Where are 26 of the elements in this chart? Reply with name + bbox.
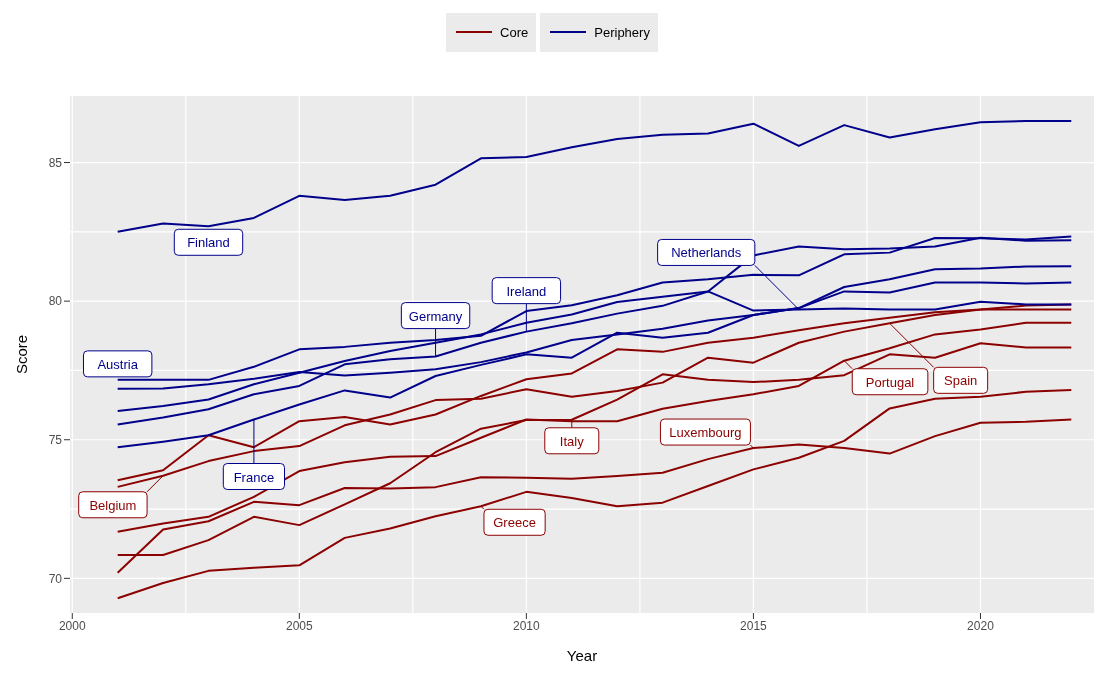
annotation: Ireland xyxy=(506,283,547,299)
line-series xyxy=(116,119,1073,233)
y-tick-label: 85 xyxy=(48,155,63,170)
x-axis-title: Year xyxy=(566,647,598,664)
x-tick-label: 2020 xyxy=(967,618,995,633)
annotation: Belgium xyxy=(89,497,137,513)
annotation: Portugal xyxy=(865,374,915,390)
annotation: Luxembourg xyxy=(669,425,742,441)
y-tick-label: 70 xyxy=(48,571,63,586)
x-tick-label: 2000 xyxy=(58,618,86,633)
annotation: Greece xyxy=(493,515,536,531)
annotation: Netherlands xyxy=(671,245,742,261)
x-tick-label: 2010 xyxy=(513,618,541,633)
x-tick-label: 2015 xyxy=(740,618,768,633)
y-axis-title: Score xyxy=(13,334,31,375)
x-tick-label: 2005 xyxy=(285,618,313,633)
legend-label: Core xyxy=(500,24,529,40)
annotation: Spain xyxy=(944,373,978,389)
y-tick-label: 80 xyxy=(48,294,63,309)
annotation: Italy xyxy=(559,433,585,449)
annotation: Austria xyxy=(97,356,139,372)
legend-label: Periphery xyxy=(594,24,650,40)
annotation: Finland xyxy=(187,235,230,251)
annotation: France xyxy=(233,469,275,485)
y-tick-label: 75 xyxy=(48,433,63,447)
annotation: Germany xyxy=(408,308,463,324)
